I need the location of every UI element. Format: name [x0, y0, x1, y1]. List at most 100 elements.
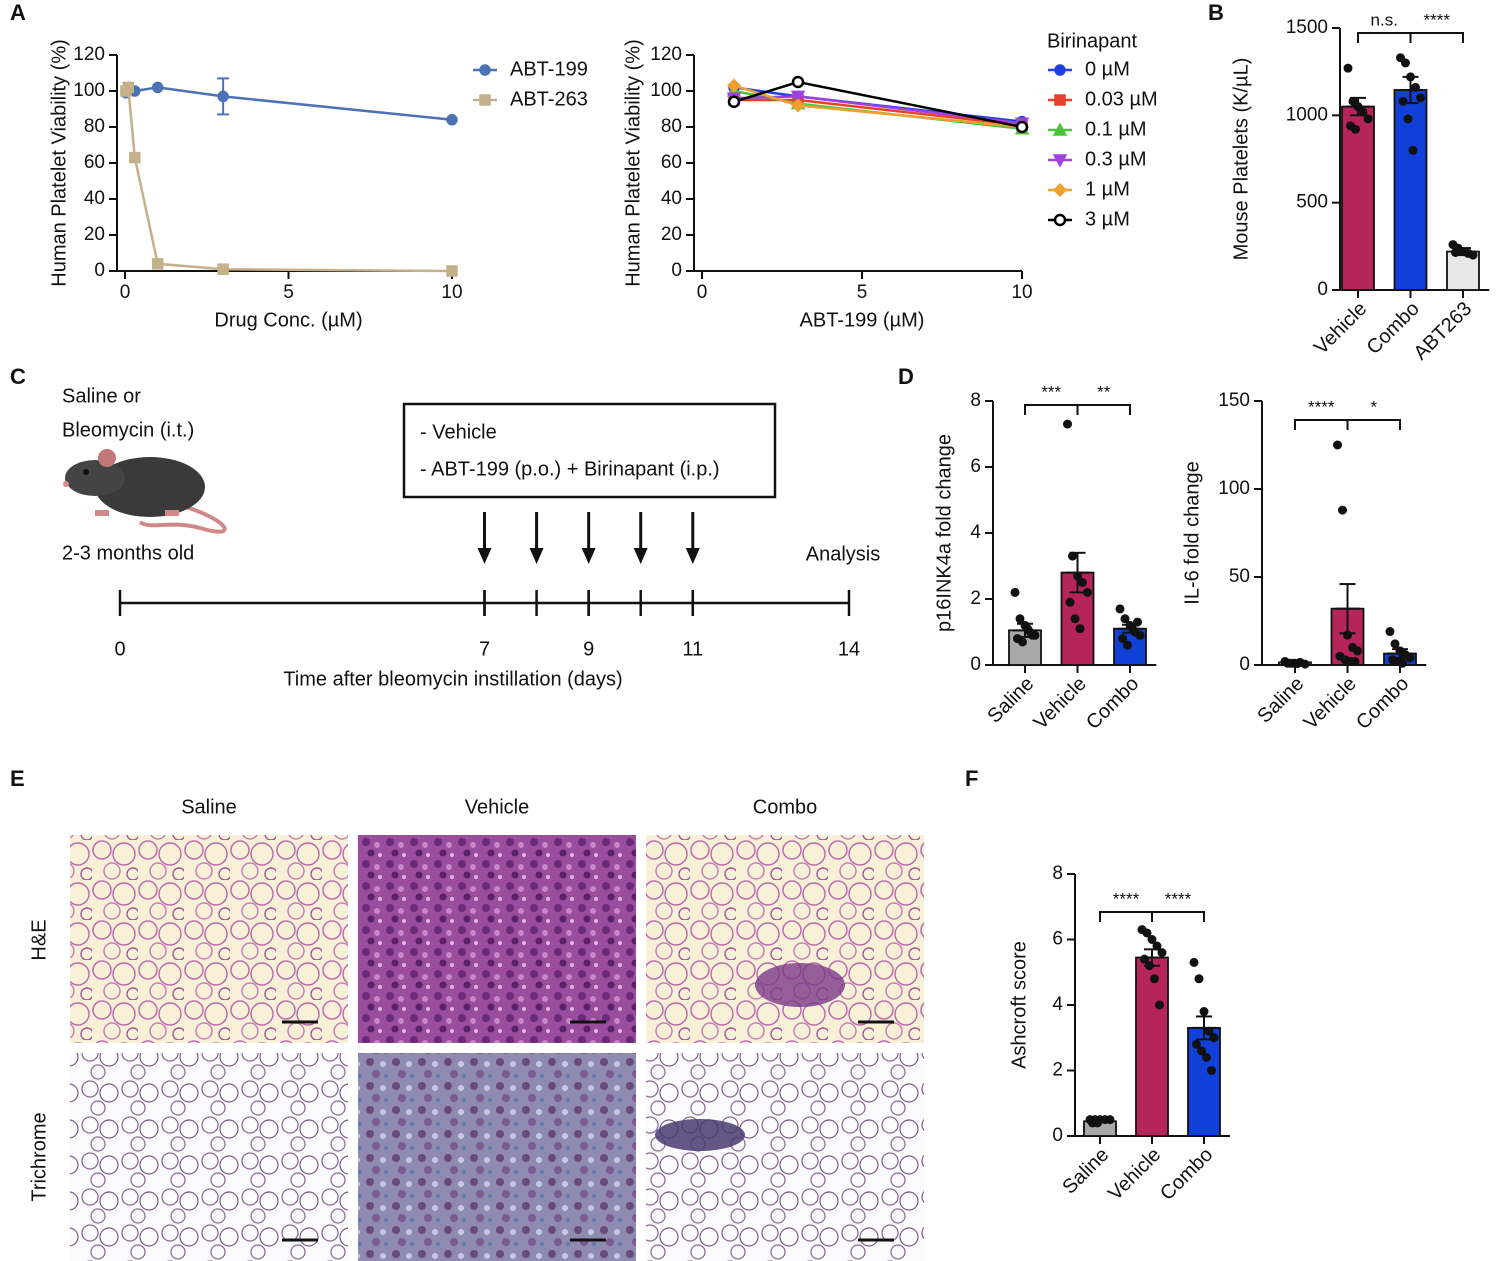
timeline-panel: Saline or Bleomycin (i.t.) 2-3 months ol… [62, 385, 880, 690]
column-label: Saline [181, 796, 237, 818]
histology-image [70, 1053, 348, 1261]
y-tick-label: 1500 [1286, 17, 1328, 38]
significance-bracket [1357, 32, 1412, 43]
data-point [1209, 1033, 1219, 1043]
y-tick-label: 2 [1052, 1060, 1063, 1081]
scale-bars [282, 1020, 894, 1242]
significance-label: *** [1041, 382, 1061, 401]
y-axis-label: Human Platelet Viability (%) [622, 39, 644, 287]
data-point [1408, 145, 1418, 155]
data-point [1063, 419, 1072, 429]
y-tick-label: 100 [1218, 478, 1250, 499]
y-tick-label: 20 [84, 224, 105, 245]
data-point [1120, 614, 1130, 624]
histology-image [70, 835, 348, 1043]
legend-marker [1052, 182, 1068, 198]
marker [151, 258, 164, 270]
panel-letter: B [1208, 0, 1224, 25]
y-axis-label: IL-6 fold change [1181, 461, 1203, 604]
arrow-head [581, 548, 596, 564]
significance-label: **** [1165, 889, 1192, 908]
data-point [1333, 440, 1342, 450]
row-label: Trichrome [28, 1112, 50, 1201]
x-tick-label: Combo [1156, 1144, 1217, 1205]
y-tick-label: 2 [970, 588, 981, 609]
data-point [1385, 627, 1395, 637]
arrow-head [529, 548, 544, 564]
x-tick-label: Vehicle [1310, 298, 1371, 359]
y-tick-label: 0 [1239, 654, 1250, 675]
significance-bracket [1024, 404, 1079, 415]
mouse-icon [63, 449, 227, 534]
data-point [1075, 624, 1085, 634]
y-tick-label: 4 [1052, 994, 1063, 1015]
significance-bracket [1076, 404, 1131, 415]
panel-letter: E [10, 766, 25, 791]
y-tick-label: 40 [84, 188, 105, 209]
column-label: Vehicle [465, 796, 530, 818]
data-point [1197, 1046, 1206, 1056]
data-point [1343, 63, 1353, 73]
data-point [1351, 124, 1360, 134]
x-tick-label: Vehicle [1030, 673, 1091, 734]
bar [1135, 956, 1169, 1137]
data-point [1353, 646, 1362, 656]
y-tick-label: 120 [650, 44, 682, 65]
y-tick-label: 40 [661, 188, 682, 209]
data-point [1363, 114, 1373, 124]
y-tick-label: 60 [84, 152, 105, 173]
significance-label: **** [1308, 397, 1335, 416]
y-axis-label: Human Platelet Viability (%) [48, 39, 70, 287]
series-line [125, 86, 453, 122]
x-tick-label: Combo [1082, 673, 1143, 734]
y-axis-label: Mouse Platelets (K/µL) [1230, 58, 1252, 261]
data-point [1078, 578, 1087, 587]
significance-bracket [1409, 32, 1464, 43]
legend-marker [479, 64, 491, 76]
legend-label: 3 µM [1085, 208, 1130, 230]
significance-label: n.s. [1371, 10, 1398, 29]
data-point [1401, 58, 1410, 68]
data-point [1189, 957, 1199, 967]
y-tick-label: 8 [970, 390, 981, 411]
histology-panel: Saline Vehicle Combo H&E Trichrome [28, 796, 924, 1261]
x-tick-label: Vehicle [1300, 673, 1361, 734]
marker [129, 151, 141, 164]
legend-marker [1054, 64, 1066, 76]
y-tick-label: 1000 [1286, 104, 1328, 125]
lesion [655, 1119, 745, 1151]
histology-image [358, 1053, 636, 1261]
legend-label: 0 µM [1085, 58, 1130, 80]
legend-marker [479, 94, 491, 106]
y-tick-label: 150 [1218, 390, 1250, 411]
y-tick-label: 4 [970, 522, 981, 543]
legend-label: 1 µM [1085, 178, 1130, 200]
data-point [1155, 1000, 1164, 1010]
y-tick-label: 120 [73, 44, 105, 65]
arrow-head [633, 548, 648, 564]
histology-image [646, 835, 924, 1043]
data-point [1390, 639, 1400, 649]
marker [151, 81, 164, 94]
data-point [1142, 928, 1152, 938]
significance-bracket [1099, 911, 1153, 922]
x-tick-label: 0 [697, 282, 708, 303]
marker [122, 81, 135, 94]
legend-label: ABT-263 [510, 88, 588, 110]
significance-bracket [1346, 419, 1401, 430]
marker [727, 95, 741, 109]
data-point [1358, 107, 1368, 117]
data-point [1028, 630, 1037, 640]
significance-bracket [1294, 419, 1349, 430]
data-point [1405, 653, 1415, 663]
y-tick-label: 50 [1229, 566, 1250, 587]
end-label: Analysis [806, 543, 880, 565]
series-line [733, 86, 1023, 123]
mouse-text: Saline or [62, 385, 141, 407]
data-point [1192, 1039, 1201, 1049]
y-tick-label: 0 [671, 260, 682, 281]
significance-bracket [1151, 911, 1205, 922]
data-point [1068, 551, 1077, 561]
x-tick-label: 10 [1011, 282, 1032, 303]
